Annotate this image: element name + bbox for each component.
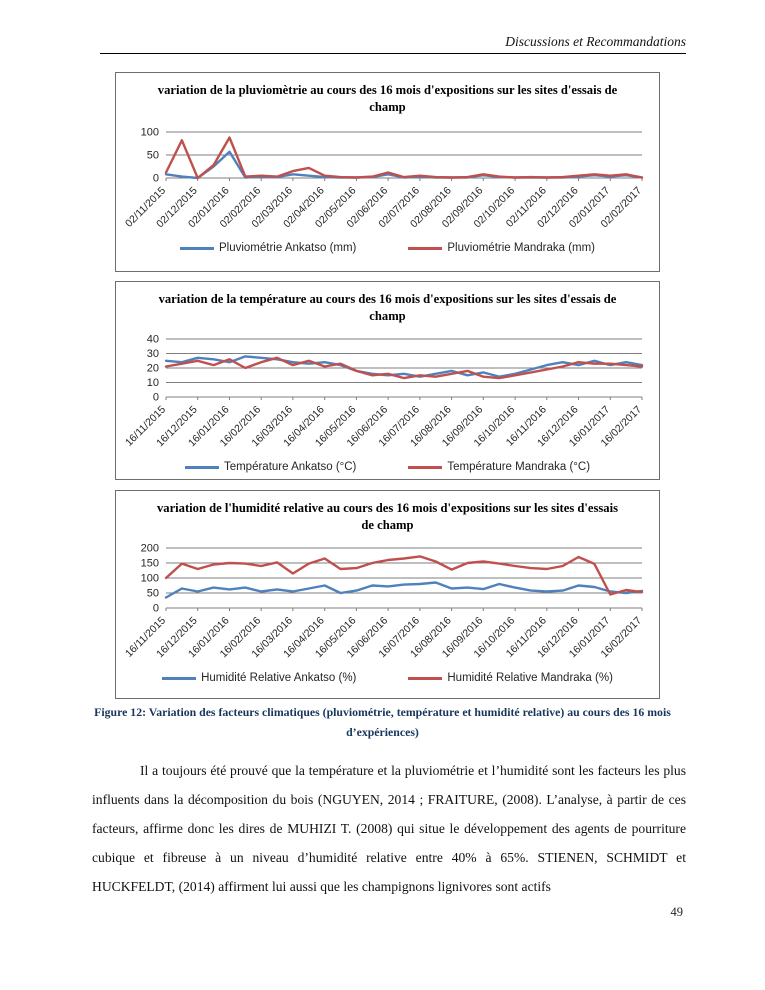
svg-text:100: 100 [140, 127, 158, 139]
legend-label: Pluviométrie Ankatso (mm) [218, 242, 357, 254]
legend-line-icon [408, 676, 443, 680]
legend-item-ankatso: Humidité Relative Ankatso (%) [162, 672, 356, 684]
legend-line-icon [408, 246, 443, 250]
chart-temperature: variation de la température au cours des… [115, 281, 660, 480]
legend-item-ankatso: Pluviométrie Ankatso (mm) [179, 242, 357, 254]
svg-text:10: 10 [146, 377, 158, 389]
chart-legend-humidite: Humidité Relative Ankatso (%) Humidité R… [116, 672, 659, 684]
svg-text:40: 40 [146, 334, 158, 346]
legend-label: Pluviométrie Mandraka (mm) [447, 242, 596, 254]
legend-line-icon [184, 465, 219, 469]
svg-text:200: 200 [140, 543, 158, 555]
legend-item-ankatso: Température Ankatso (°C) [184, 461, 357, 473]
chart-title-humidite: variation de l'humidité relative au cour… [157, 501, 618, 532]
figure-caption: Figure 12: Variation des facteurs climat… [94, 705, 671, 740]
chart-legend-pluviometrie: Pluviométrie Ankatso (mm) Pluviométrie M… [116, 242, 659, 254]
svg-text:50: 50 [146, 588, 158, 600]
chart-legend-temperature: Température Ankatso (°C) Température Man… [116, 461, 659, 473]
legend-line-icon [408, 465, 443, 469]
body-paragraph: Il a toujours été prouvé que la températ… [92, 762, 686, 894]
figure-charts-column: variation de la pluviomètrie au cours de… [115, 72, 660, 699]
humidite-line-chart: 05010015020016/11/201516/12/201516/01/20… [123, 543, 644, 661]
svg-text:0: 0 [152, 173, 158, 185]
svg-text:0: 0 [152, 392, 158, 404]
svg-text:30: 30 [146, 348, 158, 360]
pluviometrie-line-chart: 05010002/11/201502/12/201502/01/201602/0… [123, 127, 644, 231]
svg-text:20: 20 [146, 363, 158, 375]
chart-title-temperature: variation de la température au cours des… [158, 292, 617, 323]
chart-humidite: variation de l'humidité relative au cour… [115, 490, 660, 699]
legend-label: Température Mandraka (°C) [447, 461, 591, 473]
legend-item-mandraka: Pluviométrie Mandraka (mm) [408, 242, 595, 254]
svg-text:150: 150 [140, 558, 158, 570]
legend-line-icon [162, 676, 197, 680]
page-number: 49 [670, 905, 684, 919]
legend-label: Température Ankatso (°C) [223, 461, 357, 473]
temperature-line-chart: 01020304016/11/201516/12/201516/01/20161… [123, 334, 644, 450]
chart-title-pluviometrie: variation de la pluviomètrie au cours de… [157, 83, 618, 114]
running-header: Discussions et Recommandations [100, 34, 686, 54]
legend-label: Humidité Relative Ankatso (%) [201, 672, 357, 684]
legend-line-icon [179, 246, 214, 250]
svg-text:50: 50 [146, 150, 158, 162]
legend-item-mandraka: Température Mandraka (°C) [408, 461, 590, 473]
svg-text:100: 100 [140, 573, 158, 585]
svg-text:0: 0 [152, 603, 158, 615]
legend-item-mandraka: Humidité Relative Mandraka (%) [408, 672, 613, 684]
legend-label: Humidité Relative Mandraka (%) [447, 672, 613, 684]
chart-pluviometrie: variation de la pluviomètrie au cours de… [115, 72, 660, 272]
